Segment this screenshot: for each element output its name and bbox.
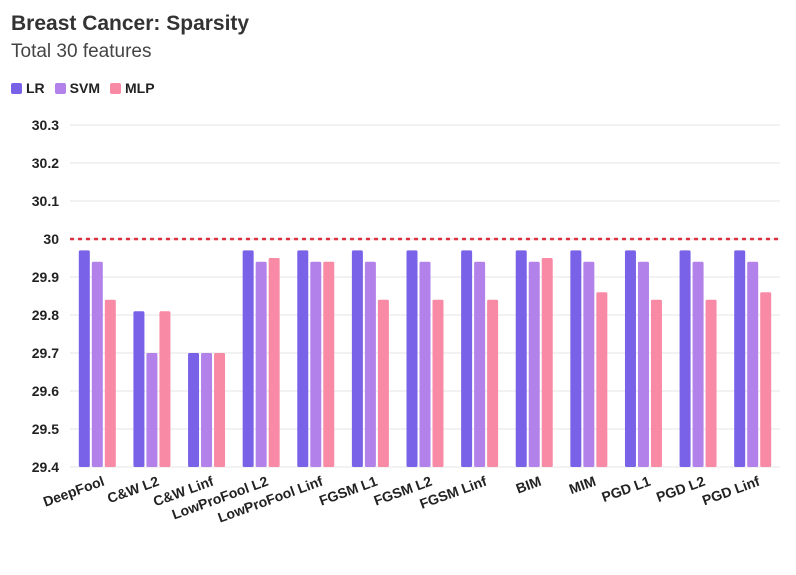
y-tick-label: 30.1	[32, 193, 59, 209]
bar-lr[interactable]	[679, 250, 691, 467]
bar-mlp[interactable]	[214, 353, 226, 467]
bar-svm[interactable]	[419, 261, 431, 467]
legend-item-mlp[interactable]: MLP	[110, 80, 155, 96]
bar-lr[interactable]	[297, 250, 309, 467]
legend-swatch-lr	[11, 82, 22, 94]
bar-svm[interactable]	[201, 353, 213, 467]
bars-layer	[78, 250, 772, 467]
bar-lr[interactable]	[133, 311, 145, 467]
bar-svm[interactable]	[637, 261, 649, 467]
y-tick-label: 29.9	[32, 269, 59, 285]
bar-mlp[interactable]	[377, 299, 389, 467]
bar-svm[interactable]	[528, 261, 540, 467]
y-tick-label: 30.3	[32, 117, 59, 133]
legend-swatch-svm	[54, 82, 66, 94]
y-tick-label: 29.6	[32, 383, 59, 399]
x-tick-label: BIM	[514, 473, 544, 497]
bar-lr[interactable]	[734, 250, 746, 467]
bar-mlp[interactable]	[159, 311, 171, 467]
bar-svm[interactable]	[91, 261, 103, 467]
bar-svm[interactable]	[310, 261, 322, 467]
bar-svm[interactable]	[692, 261, 704, 467]
x-tick-label: FGSM L1	[317, 473, 380, 509]
legend-label-mlp: MLP	[125, 80, 155, 96]
bar-mlp[interactable]	[705, 299, 717, 467]
x-tick-label: PGD L1	[599, 473, 652, 505]
bar-lr[interactable]	[188, 353, 200, 467]
legend-item-lr[interactable]: LR	[11, 80, 45, 96]
bar-lr[interactable]	[461, 250, 473, 467]
bar-mlp[interactable]	[104, 299, 116, 467]
bar-lr[interactable]	[242, 250, 254, 467]
bar-mlp[interactable]	[323, 261, 335, 467]
bar-mlp[interactable]	[268, 258, 280, 467]
bar-svm[interactable]	[146, 353, 158, 467]
bar-lr[interactable]	[351, 250, 363, 467]
x-tick-label: PGD L2	[654, 473, 707, 505]
y-tick-label: 29.8	[32, 307, 59, 323]
y-tick-label: 29.7	[32, 345, 59, 361]
bar-mlp[interactable]	[596, 292, 608, 467]
bar-mlp[interactable]	[541, 258, 553, 467]
legend-label-svm: SVM	[69, 80, 101, 96]
bar-mlp[interactable]	[487, 299, 499, 467]
chart-subtitle: Total 30 features	[11, 41, 152, 62]
y-tick-label: 29.5	[32, 421, 59, 437]
bar-svm[interactable]	[583, 261, 595, 467]
bar-lr[interactable]	[406, 250, 418, 467]
bar-lr[interactable]	[78, 250, 90, 467]
legend-item-svm[interactable]: SVM	[54, 80, 101, 96]
bar-svm[interactable]	[474, 261, 486, 467]
bar-mlp[interactable]	[650, 299, 662, 467]
bar-svm[interactable]	[255, 261, 267, 467]
legend-swatch-mlp	[110, 82, 122, 94]
bar-lr[interactable]	[624, 250, 636, 467]
x-tick-label: DeepFool	[41, 473, 106, 510]
legend-label-lr: LR	[26, 80, 45, 96]
legend: LR SVM MLP	[11, 80, 155, 96]
y-tick-label: 30	[43, 231, 59, 247]
bar-svm[interactable]	[364, 261, 376, 467]
x-tick-label: MIM	[567, 473, 598, 497]
y-tick-label: 29.4	[32, 459, 59, 475]
chart-title: Breast Cancer: Sparsity	[11, 12, 250, 35]
bar-mlp[interactable]	[432, 299, 444, 467]
bar-mlp[interactable]	[760, 292, 772, 467]
bar-lr[interactable]	[515, 250, 527, 467]
bar-lr[interactable]	[570, 250, 582, 467]
x-tick-label: PGD Linf	[700, 473, 762, 509]
y-tick-label: 30.2	[32, 155, 59, 171]
bar-svm[interactable]	[747, 261, 759, 467]
